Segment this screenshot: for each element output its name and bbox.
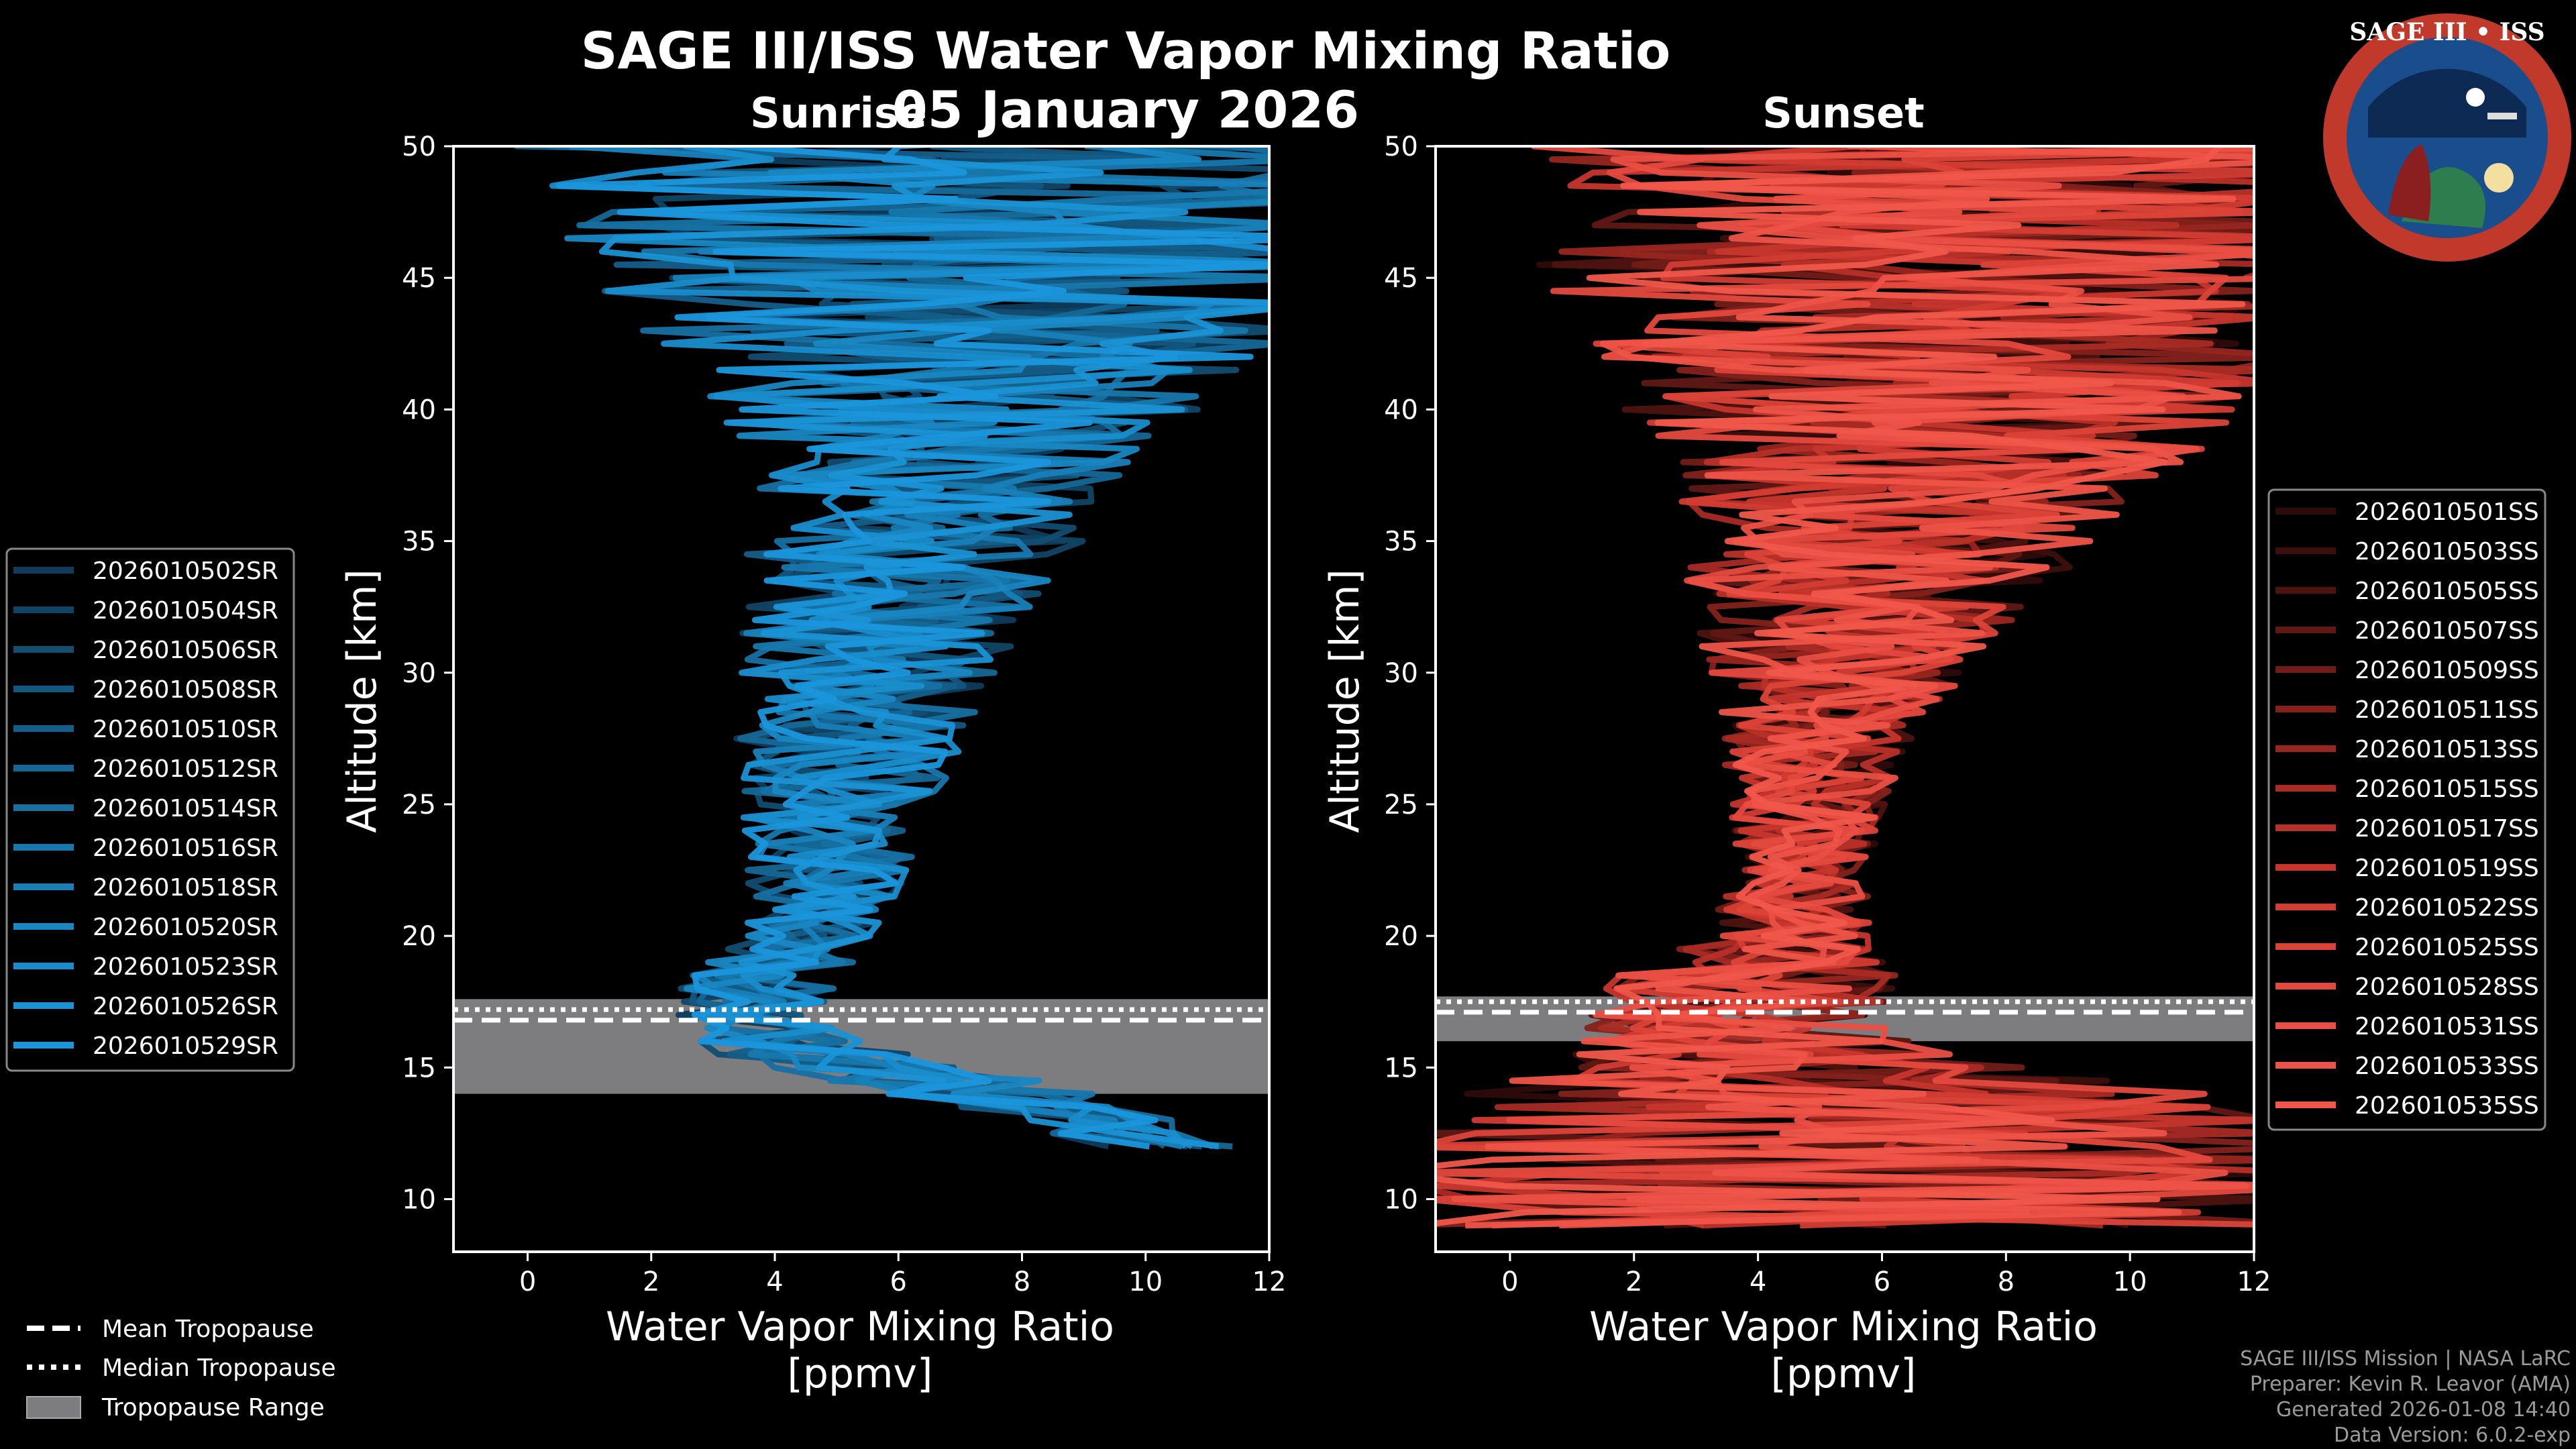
sunrise-x-tick-label-6: 6 <box>890 1267 907 1297</box>
legend-label-2026010513SS: 2026010513SS <box>2355 736 2539 763</box>
legend-label-2026010535SS: 2026010535SS <box>2355 1092 2539 1120</box>
sunrise-plot: 0 2 4 6 8 10 12 10 15 20 25 30 35 40 45 50 <box>402 131 1287 1297</box>
legend-label-2026010511SS: 2026010511SS <box>2355 696 2539 724</box>
logo-station-icon <box>2487 113 2517 119</box>
sunset-legend: 2026010501SS 2026010503SS 2026010505SS 2026… <box>2267 488 2546 1131</box>
sunset-plot-frame <box>1434 145 2255 1253</box>
median-tropopause-label: Median Tropopause <box>102 1354 336 1382</box>
sunrise-panel-title: Sunrise <box>750 89 927 138</box>
sunrise-y-tick-label-25: 25 <box>402 790 436 820</box>
sunrise-x-axis-label: Water Vapor Mixing Ratio <box>606 1303 1114 1350</box>
sunrise-x-tick-label-0: 0 <box>519 1267 536 1297</box>
sunset-y-axis-label: Altitude [km] <box>1322 569 1368 833</box>
sunset-x-axis-label: Water Vapor Mixing Ratio <box>1589 1303 2098 1350</box>
tropopause-legend: Mean Tropopause Median Tropopause Tropop… <box>26 1316 336 1421</box>
tropopause-range-label: Tropopause Range <box>101 1394 325 1421</box>
legend-label-2026010529SR: 2026010529SR <box>93 1032 278 1060</box>
logo-sky <box>2368 68 2526 138</box>
sunset-y-tick-label-45: 45 <box>1384 263 1418 294</box>
sunset-x-tick-label-4: 4 <box>1750 1267 1766 1297</box>
sunset-x-tick-label-6: 6 <box>1874 1267 1890 1297</box>
profile-line-2026010529SR <box>556 146 1269 1150</box>
sunset-x-tick-label-8: 8 <box>1998 1267 2015 1297</box>
credit-generated: Generated 2026-01-08 14:40 <box>2276 1398 2571 1421</box>
legend-label-2026010512SR: 2026010512SR <box>93 755 278 783</box>
figure-title: SAGE III/ISS Water Vapor Mixing Ratio <box>581 21 1671 80</box>
legend-label-2026010504SR: 2026010504SR <box>93 597 278 625</box>
sunset-x-tick-label-0: 0 <box>1501 1267 1518 1297</box>
sunrise-legend: 2026010502SR 2026010504SR 2026010506SR 2026… <box>5 547 295 1072</box>
sunrise-x-tick-label-4: 4 <box>766 1267 783 1297</box>
legend-label-2026010515SS: 2026010515SS <box>2355 775 2539 803</box>
sunset-x-axis-units: [ppmv] <box>1771 1350 1917 1397</box>
legend-label-2026010517SS: 2026010517SS <box>2355 815 2539 843</box>
sunset-y-tick-label-10: 10 <box>1384 1185 1418 1216</box>
sunrise-y-tick-label-30: 30 <box>402 658 436 689</box>
legend-label-2026010533SS: 2026010533SS <box>2355 1053 2539 1080</box>
sunset-y-tick-label-15: 15 <box>1384 1053 1418 1083</box>
legend-label-2026010503SS: 2026010503SS <box>2355 538 2539 566</box>
sage-mission-logo: SAGE III • ISS <box>2323 13 2571 262</box>
legend-label-2026010510SR: 2026010510SR <box>93 716 278 743</box>
sunrise-x-tick-label-12: 12 <box>1252 1267 1287 1297</box>
logo-moon-icon <box>2466 88 2485 107</box>
legend-label-2026010522SS: 2026010522SS <box>2355 894 2539 922</box>
sunrise-legend-frame <box>5 547 295 1072</box>
mean-tropopause-label: Mean Tropopause <box>102 1316 314 1343</box>
sunset-plot: 0 2 4 6 8 10 12 10 15 20 25 30 35 40 45 50 <box>1384 131 2271 1297</box>
legend-label-2026010518SR: 2026010518SR <box>93 874 278 902</box>
sunset-x-tick-label-2: 2 <box>1625 1267 1642 1297</box>
sunset-y-tick-label-40: 40 <box>1384 394 1418 425</box>
sunrise-x-axis-units: [ppmv] <box>788 1350 933 1397</box>
sunrise-y-tick-label-15: 15 <box>402 1053 436 1083</box>
legend-label-2026010531SS: 2026010531SS <box>2355 1013 2539 1040</box>
credit-mission: SAGE III/ISS Mission | NASA LaRC <box>2240 1347 2571 1371</box>
legend-label-2026010519SS: 2026010519SS <box>2355 855 2539 882</box>
sunrise-plot-frame <box>452 145 1271 1253</box>
credit-preparer: Preparer: Kevin R. Leavor (AMA) <box>2250 1373 2571 1396</box>
sunrise-y-tick-label-40: 40 <box>402 394 436 425</box>
legend-label-2026010523SR: 2026010523SR <box>93 953 278 981</box>
sunrise-x-tick-label-8: 8 <box>1014 1267 1030 1297</box>
sunrise-x-tick-label-2: 2 <box>643 1267 659 1297</box>
sunset-y-tick-label-30: 30 <box>1384 658 1418 689</box>
legend-label-2026010508SR: 2026010508SR <box>93 676 278 704</box>
credits: SAGE III/ISS Mission | NASA LaRC Prepare… <box>2240 1347 2571 1447</box>
logo-sun-icon <box>2484 163 2514 193</box>
sunset-panel-title: Sunset <box>1762 89 1925 138</box>
sunset-x-tick-label-10: 10 <box>2113 1267 2147 1297</box>
legend-label-2026010507SS: 2026010507SS <box>2355 617 2539 645</box>
tropopause-range-swatch <box>26 1396 81 1419</box>
logo-title: SAGE III • ISS <box>2349 18 2544 46</box>
legend-label-2026010514SR: 2026010514SR <box>93 795 278 822</box>
sunrise-y-tick-label-10: 10 <box>402 1185 436 1216</box>
credit-data-version: Data Version: 6.0.2-exp <box>2334 1424 2571 1447</box>
legend-label-2026010516SR: 2026010516SR <box>93 835 278 862</box>
legend-label-2026010505SS: 2026010505SS <box>2355 578 2539 605</box>
sunset-y-tick-label-20: 20 <box>1384 921 1418 952</box>
sunrise-y-axis-label: Altitude [km] <box>339 569 386 833</box>
logo-figure-icon <box>2388 144 2431 221</box>
sunrise-y-tick-label-35: 35 <box>402 527 436 557</box>
sunrise-y-tick-label-20: 20 <box>402 921 436 952</box>
sunset-x-tick-label-12: 12 <box>2237 1267 2271 1297</box>
legend-label-2026010520SR: 2026010520SR <box>93 914 278 941</box>
legend-label-2026010525SS: 2026010525SS <box>2355 934 2539 961</box>
sunset-y-tick-label-35: 35 <box>1384 527 1418 557</box>
sunrise-y-tick-label-50: 50 <box>402 131 436 162</box>
legend-label-2026010502SR: 2026010502SR <box>93 557 278 585</box>
figure-date: 05 January 2026 <box>892 80 1359 140</box>
legend-label-2026010501SS: 2026010501SS <box>2355 498 2539 526</box>
legend-label-2026010509SS: 2026010509SS <box>2355 657 2539 684</box>
legend-label-2026010528SS: 2026010528SS <box>2355 973 2539 1001</box>
legend-label-2026010526SR: 2026010526SR <box>93 993 278 1020</box>
sunset-legend-frame <box>2267 488 2546 1131</box>
sunrise-y-tick-label-45: 45 <box>402 263 436 294</box>
sunrise-x-tick-label-10: 10 <box>1128 1267 1163 1297</box>
sunset-y-tick-label-25: 25 <box>1384 790 1418 820</box>
legend-label-2026010506SR: 2026010506SR <box>93 637 278 664</box>
sunset-y-tick-label-50: 50 <box>1384 131 1418 162</box>
profile-line-2026010535SS <box>1436 146 2246 1227</box>
